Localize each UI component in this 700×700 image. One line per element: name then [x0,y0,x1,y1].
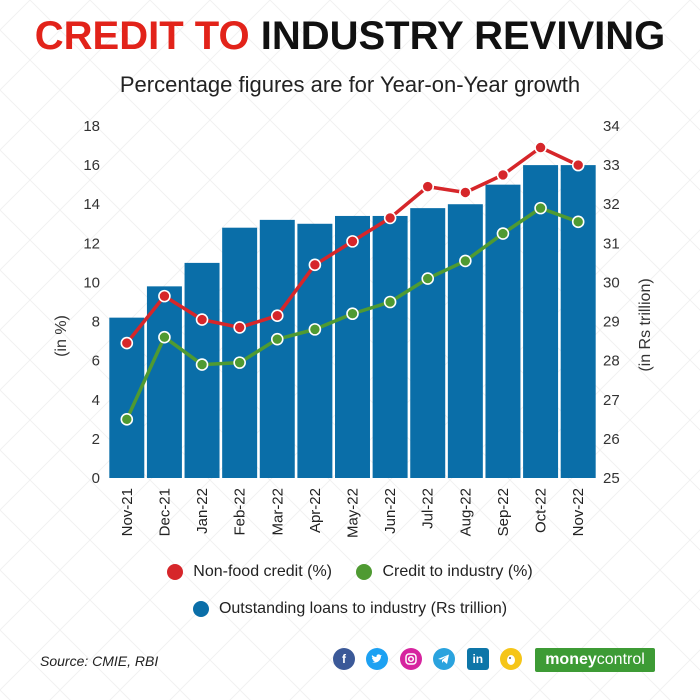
ylabel-right: (in Rs trillion) [637,278,654,371]
lines-group [120,141,585,426]
bar-may-22 [335,215,370,478]
title-black-part: INDUSTRY REVIVING [260,14,666,58]
ylabel-left: (in %) [53,315,70,357]
xtick-jul-22: Jul-22 [420,488,437,529]
point-nonfood-apr-22 [308,258,322,272]
bar-dec-21 [146,286,182,478]
xtick-apr-22: Apr-22 [307,488,324,533]
ytick-right-29: 29 [603,314,620,331]
ytick-left-8: 8 [92,314,100,331]
ytick-right-33: 33 [603,157,620,174]
twitter-icon[interactable] [366,648,389,670]
bar-aug-22 [447,204,483,478]
legend-label-industry: Credit to industry (%) [382,563,533,580]
point-nonfood-oct-22 [534,141,547,154]
point-industry-jun-22 [383,295,397,309]
point-nonfood-dec-21 [158,289,171,303]
ytick-left-12: 12 [83,235,100,252]
legend-dot-nonfood [167,563,184,580]
point-industry-dec-21 [158,330,171,344]
xtick-aug-22: Aug-22 [457,488,474,536]
xtick-may-22: May-22 [345,488,362,538]
point-industry-jan-22 [195,358,209,371]
xtick-jan-22: Jan-22 [194,488,211,534]
koo-icon[interactable] [500,648,523,670]
ytick-left-6: 6 [92,353,100,370]
brand-part2: control [596,651,645,668]
ytick-right-25: 25 [603,470,620,487]
point-nonfood-nov-21 [120,336,134,350]
point-nonfood-jul-22 [421,180,435,193]
point-nonfood-sep-22 [496,168,510,182]
bars-group [109,165,596,478]
ytick-right-30: 30 [603,274,620,291]
bar-mar-22 [259,219,295,478]
ytick-left-16: 16 [83,157,100,174]
linkedin-icon[interactable]: in [466,648,489,670]
chart-subtitle: Percentage figures are for Year-on-Year … [119,72,581,97]
brand-part1: money [545,651,597,668]
legend-dot-industry [356,563,373,580]
ytick-left-14: 14 [83,196,100,213]
xtick-dec-21: Dec-21 [156,488,173,536]
xtick-jun-22: Jun-22 [382,488,399,534]
xtick-oct-22: Oct-22 [533,488,550,533]
legend-row-2: Outstanding loans to industry (Rs trilli… [0,600,700,618]
legend-label-loans: Outstanding loans to industry (Rs trilli… [218,600,508,617]
point-industry-mar-22 [270,332,284,346]
ytick-right-26: 26 [603,431,620,448]
point-nonfood-nov-22 [571,158,585,172]
facebook-icon[interactable]: f [333,648,355,670]
legend-item-nonfood: Non-food credit (%) [167,563,332,581]
point-industry-apr-22 [308,323,322,336]
moneycontrol-logo: moneycontrol [535,648,655,672]
ytick-right-34: 34 [603,118,620,135]
bar-feb-22 [222,227,258,478]
bar-nov-22 [560,165,596,478]
legend-item-loans: Outstanding loans to industry (Rs trilli… [192,600,508,618]
chart-title: CREDIT TO INDUSTRY REVIVING [0,14,700,59]
xtick-mar-22: Mar-22 [269,488,286,536]
axes-group: 0 2 4 6 8 10 12 14 16 18 25 26 27 28 29 30 31 32 33 34 Nov-2… [53,118,654,538]
ytick-right-31: 31 [603,235,620,252]
legend-item-industry: Credit to industry (%) [356,563,533,581]
point-industry-sep-22 [496,227,510,240]
source-note: Source: CMIE, RBI [40,653,159,669]
point-industry-oct-22 [534,201,547,215]
title-red-part: CREDIT TO [34,14,250,58]
point-nonfood-jun-22 [383,211,397,225]
ytick-left-2: 2 [92,431,100,448]
social-icons: f in [333,648,529,674]
point-nonfood-mar-22 [270,309,284,322]
telegram-icon[interactable] [433,648,456,670]
point-nonfood-may-22 [346,235,359,248]
ytick-right-28: 28 [603,353,620,370]
bar-jun-22 [372,215,408,478]
ytick-right-27: 27 [603,392,620,409]
point-industry-nov-22 [571,215,585,229]
ytick-left-10: 10 [83,274,100,291]
xtick-nov-21: Nov-21 [119,488,136,536]
bar-jul-22 [410,208,446,478]
ytick-left-4: 4 [92,392,100,409]
ytick-right-32: 32 [603,196,620,213]
point-industry-nov-21 [120,413,134,426]
point-industry-aug-22 [459,254,472,268]
legend-row-1: Non-food credit (%) Credit to industry (… [0,563,700,581]
point-nonfood-jan-22 [195,313,209,326]
xtick-nov-22: Nov-22 [570,488,587,536]
legend-label-nonfood: Non-food credit (%) [193,563,332,580]
legend-dot-loans [192,600,209,617]
point-industry-feb-22 [233,356,246,369]
xtick-sep-22: Sep-22 [495,488,512,536]
ytick-left-0: 0 [92,470,100,487]
point-industry-may-22 [346,307,359,321]
point-nonfood-aug-22 [459,186,472,199]
ytick-left-18: 18 [83,118,100,135]
instagram-icon[interactable] [399,648,422,670]
xtick-feb-22: Feb-22 [232,488,249,536]
point-nonfood-feb-22 [233,321,246,334]
point-industry-jul-22 [421,272,435,285]
